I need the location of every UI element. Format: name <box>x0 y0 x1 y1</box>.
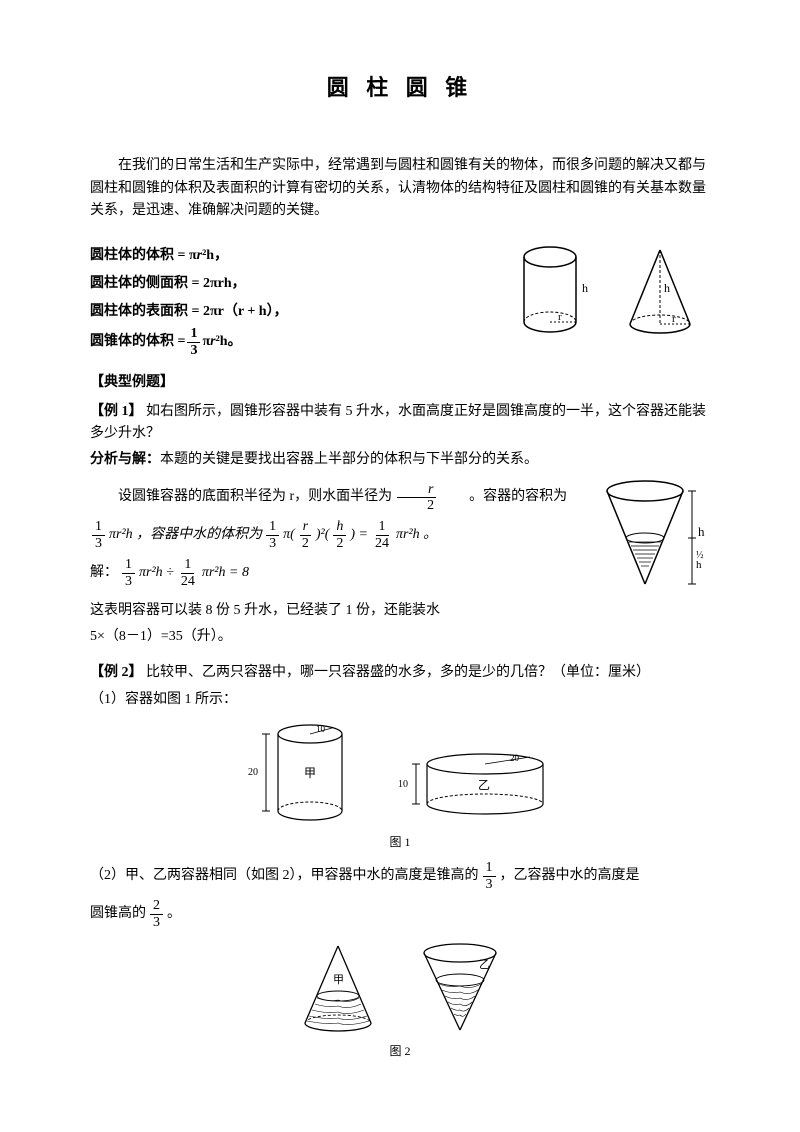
svg-text:20: 20 <box>248 767 258 778</box>
cylinder-icon: h r <box>510 242 590 342</box>
section-heading: 【典型例题】 <box>90 372 710 394</box>
formulas-block: 圆柱体的体积 = πr²h， 圆柱体的侧面积 = 2πrh， 圆柱体的表面积 =… <box>90 242 710 358</box>
formula-surface-cylinder: 圆柱体的表面积 = 2πr（r + h）， <box>90 298 510 326</box>
figure-1-label: 图 1 <box>389 833 410 852</box>
formula-volume-cylinder: 圆柱体的体积 = πr²h， <box>90 242 510 270</box>
example-1-label: 【例 1】 <box>90 404 143 419</box>
svg-text:r: r <box>672 313 676 325</box>
formula-lateral-cylinder: 圆柱体的侧面积 = 2πrh， <box>90 270 510 298</box>
svg-text:甲: 甲 <box>304 766 316 780</box>
example-2-label: 【例 2】 <box>90 665 143 680</box>
svg-text:20: 20 <box>510 753 520 763</box>
figure-1-yi: 20 10 乙 <box>390 749 560 829</box>
shape-diagrams: h r h r <box>510 242 710 342</box>
example-2-part1: （1）容器如图 1 所示： <box>90 689 710 711</box>
example-1-body: 设圆锥容器的底面积半径为 r，则水面半径为 r2 。容器的容积为 13 πr²h… <box>90 476 710 596</box>
svg-text:r: r <box>558 311 562 323</box>
intro-paragraph: 在我们的日常生活和生产实际中，经常遇到与圆柱和圆锥有关的物体，而很多问题的解决又… <box>90 155 710 222</box>
figure-2-label: 图 2 <box>389 1042 410 1061</box>
example-1-cone-diagram: h ½ h <box>600 476 710 596</box>
example-1-analysis: 分析与解：本题的关键是要找出容器上半部分的体积与下半部分的关系。 <box>90 449 710 471</box>
example-2-part2-line2: 圆锥高的 23 。 <box>90 898 710 930</box>
svg-text:10: 10 <box>398 779 408 790</box>
example-1-solution-eq: 解： 13 πr²h ÷ 124 πr²h = 8 <box>90 557 588 589</box>
figure-2: 甲 乙 图 2 <box>90 938 710 1061</box>
page: 圆 柱 圆 锥 在我们的日常生活和生产实际中，经常遇到与圆柱和圆锥有关的物体，而… <box>0 0 800 1109</box>
svg-text:乙: 乙 <box>479 958 490 971</box>
example-1-question: 【例 1】 如右图所示，圆锥形容器中装有 5 升水，水面高度正好是圆锥高度的一半… <box>90 401 710 446</box>
svg-text:h: h <box>698 524 705 539</box>
example-2-question: 【例 2】 比较甲、乙两只容器中，哪一只容器盛的水多，多的是少的几倍？（单位：厘… <box>90 662 710 684</box>
figure-1: 10 20 甲 20 10 乙 图 1 <box>90 719 710 852</box>
example-1-conclusion-1: 这表明容器可以装 8 份 5 升水，已经装了 1 份，还能装水 <box>90 600 710 622</box>
figure-1-jia: 10 20 甲 <box>240 719 360 829</box>
page-title: 圆 柱 圆 锥 <box>90 70 710 105</box>
svg-text:10: 10 <box>316 724 326 734</box>
example-1-conclusion-2: 5×（8－1）=35（升）。 <box>90 626 710 648</box>
formula-volume-cone: 圆锥体的体积 = 13 πr²h。 <box>90 326 510 358</box>
example-1-setup: 设圆锥容器的底面积半径为 r，则水面半径为 r2 。容器的容积为 <box>90 482 588 514</box>
svg-text:甲: 甲 <box>333 974 344 986</box>
example-1-volume-eq: 13 πr²h ，容器中水的体积为 13 π( r2 )²( h2 ) = 12… <box>90 519 588 551</box>
svg-text:h: h <box>664 281 670 295</box>
svg-text:h: h <box>582 281 588 295</box>
example-2-part2-line1: （2）甲、乙两容器相同（如图 2），甲容器中水的高度是锥高的 13 ，乙容器中水… <box>90 860 710 892</box>
svg-text:h: h <box>696 559 702 571</box>
figure-2-jia: 甲 <box>293 938 383 1038</box>
figure-2-yi: 乙 <box>413 938 508 1038</box>
formulas-list: 圆柱体的体积 = πr²h， 圆柱体的侧面积 = 2πrh， 圆柱体的表面积 =… <box>90 242 510 358</box>
cone-icon: h r <box>620 242 710 342</box>
svg-text:乙: 乙 <box>478 778 490 792</box>
